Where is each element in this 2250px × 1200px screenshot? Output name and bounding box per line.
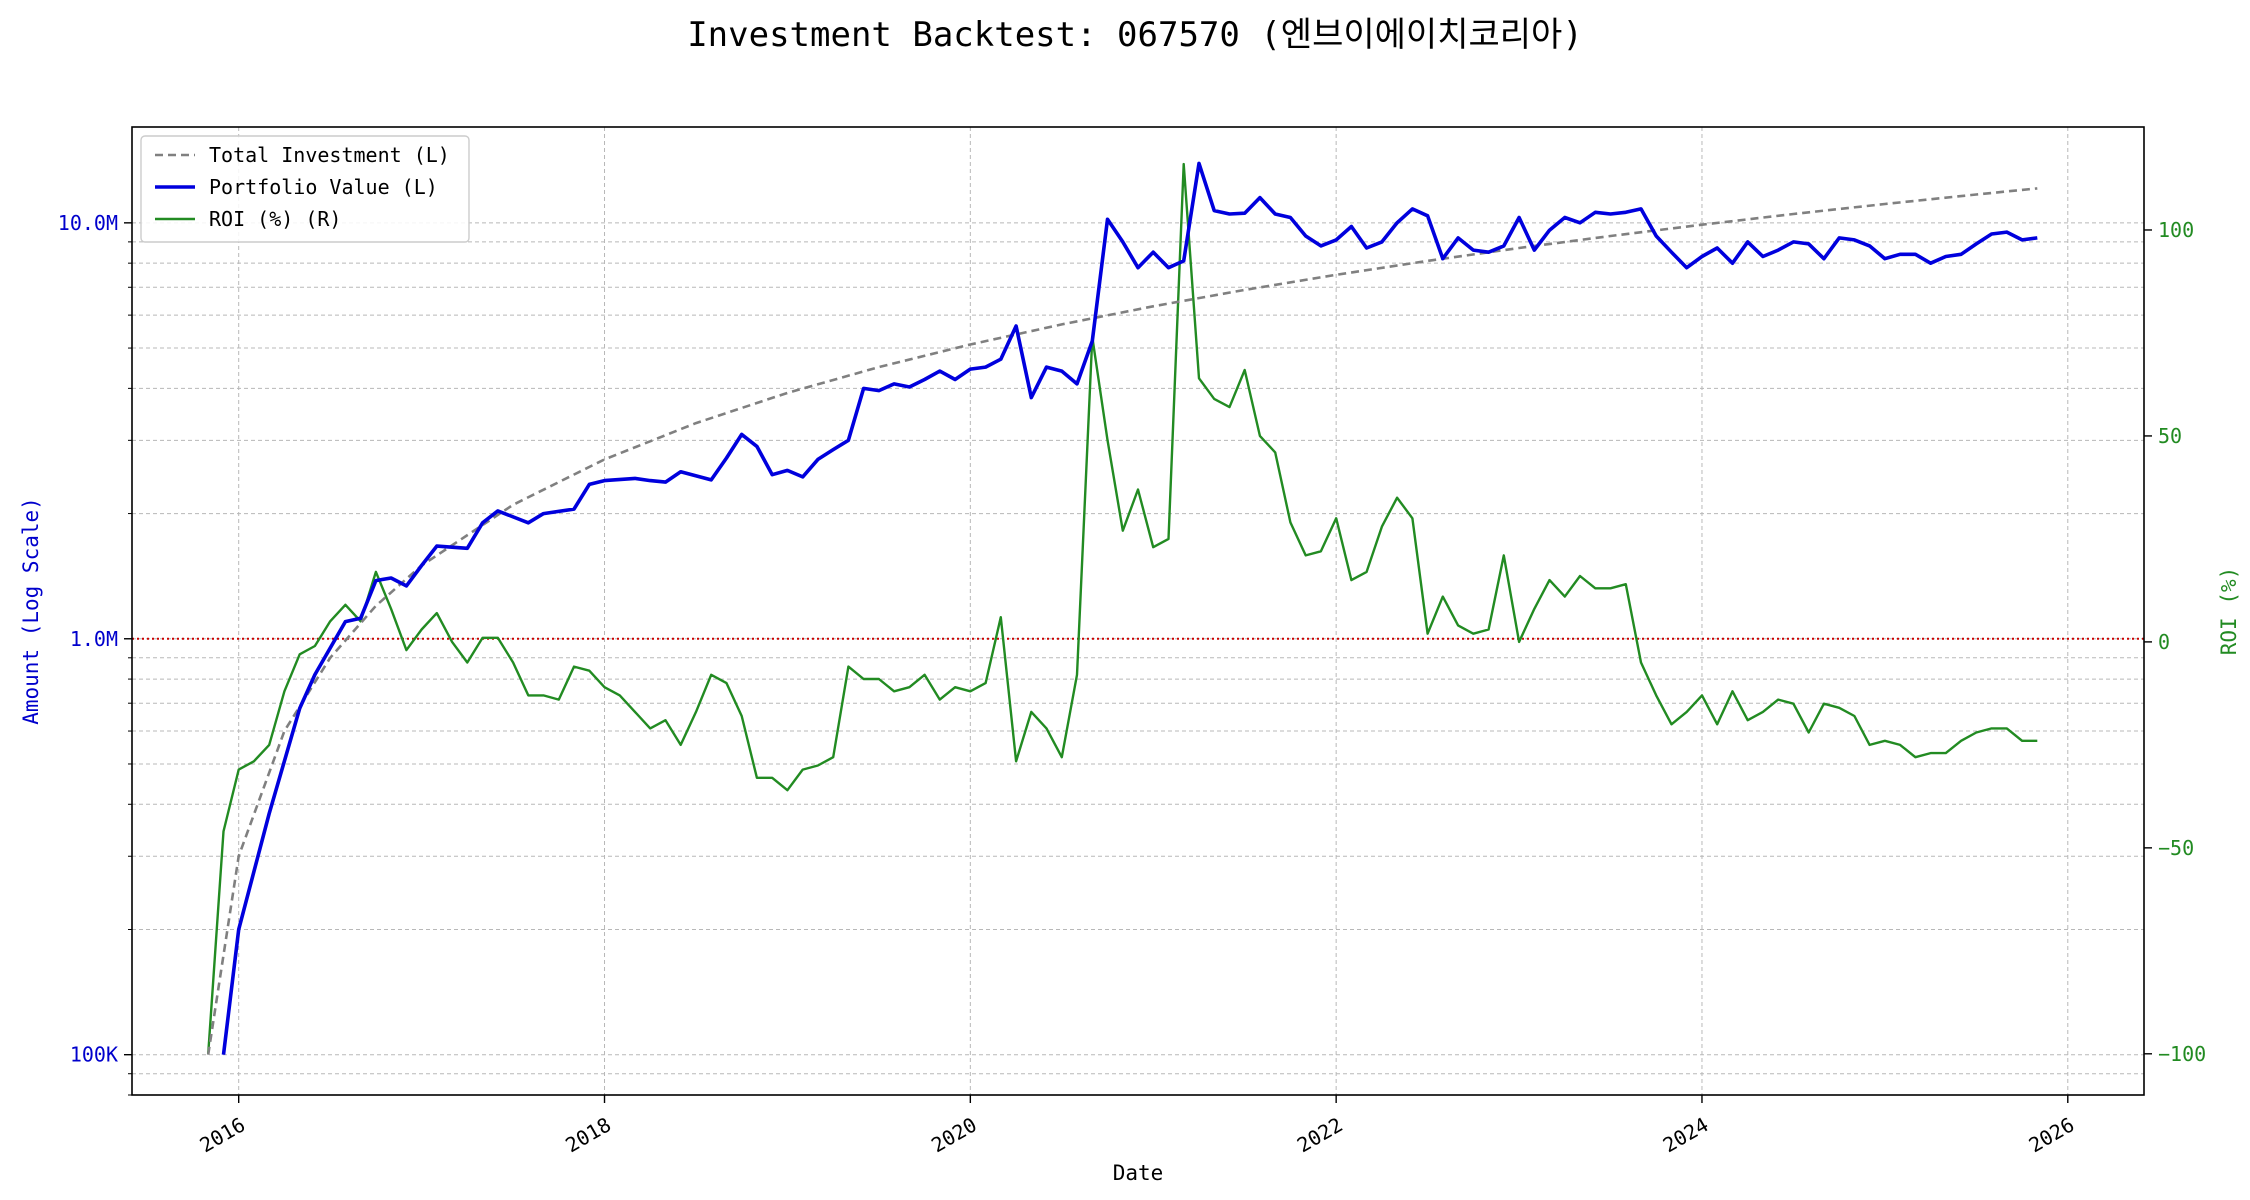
x-tick-label: 2026 [2025,1112,2079,1157]
series-layer [206,161,2038,1055]
legend-label-roi: ROI (%) (R) [209,207,341,231]
x-tick-label: 2018 [561,1112,615,1157]
y-right-tick-label: 50 [2158,424,2182,448]
series-roi [207,162,2038,1054]
legend-box [140,135,470,243]
y-left-tick-label: 10.0M [58,211,118,235]
legend-label-total-investment: Total Investment (L) [209,143,450,167]
y-left-tick-label: 100K [70,1043,118,1067]
grid [132,127,2144,1096]
chart-title: Investment Backtest: 067570 (엔브이에이치코리아) [687,15,1583,55]
x-tick-label: 2016 [195,1112,249,1157]
x-tick-label: 2020 [927,1112,981,1157]
y-right-tick-label: −100 [2158,1042,2206,1066]
x-tick-label: 2024 [1659,1112,1713,1157]
plot-frame [131,126,2145,1096]
x-tick-label: 2022 [1293,1112,1347,1157]
y-axis-left-label: Amount (Log Scale) [19,497,43,725]
y-axis-right-label: ROI (%) [2217,567,2241,656]
legend-label-portfolio-value: Portfolio Value (L) [209,175,438,199]
y-right-tick-label: 0 [2158,630,2170,654]
y-right-tick-label: −50 [2158,836,2194,860]
left-y-axis: 100K 1.0M 10.0M [58,211,132,1096]
y-left-tick-label: 1.0M [70,627,118,651]
legend: Total Investment (L) Portfolio Value (L)… [140,135,470,243]
x-axis-label: Date [1113,1161,1164,1185]
x-axis: 2016 2018 2020 2022 2024 2026 [195,1095,2078,1157]
y-right-tick-label: 100 [2158,218,2194,242]
series-total-investment [206,187,2038,1055]
series-portfolio-value [221,161,2038,1055]
right-y-axis: −100 −50 0 50 100 [2144,218,2206,1066]
